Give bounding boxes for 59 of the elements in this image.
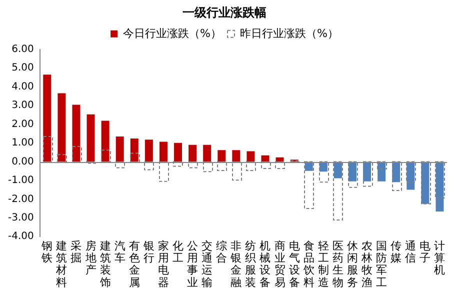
bar bbox=[144, 140, 153, 162]
x-tick-label: 家用电器 bbox=[158, 240, 169, 289]
x-tick-label: 有色金属 bbox=[128, 240, 140, 289]
y-tick-label: 0.00 bbox=[12, 156, 34, 168]
chart-title: 一级行业涨跌幅 bbox=[182, 5, 266, 20]
x-tick-label: 食品饮料 bbox=[302, 240, 314, 289]
bar bbox=[58, 93, 66, 162]
x-tick-label: 电子 bbox=[420, 240, 431, 265]
y-tick-label: -4.00 bbox=[8, 231, 34, 242]
bar bbox=[86, 114, 95, 162]
y-tick-label: 3.00 bbox=[12, 100, 34, 112]
x-tick-label: 电气设备 bbox=[288, 240, 300, 289]
x-tick-label: 汽车 bbox=[114, 240, 126, 265]
y-tick-label: -2.00 bbox=[8, 194, 34, 205]
x-tick-label: 银行 bbox=[142, 240, 154, 265]
x-tick-label: 综合 bbox=[216, 240, 228, 265]
y-tick-label: 5.00 bbox=[12, 62, 34, 74]
y-tick-label: -3.00 bbox=[8, 212, 34, 224]
x-tick-label: 医药生物 bbox=[332, 240, 344, 289]
x-tick-label: 公用事业 bbox=[187, 240, 198, 289]
bar bbox=[188, 144, 197, 162]
bar bbox=[159, 142, 168, 162]
bar bbox=[203, 144, 212, 162]
x-tick-label: 传媒 bbox=[390, 240, 402, 265]
y-tick-label: 1.00 bbox=[12, 138, 34, 149]
x-tick-label: 商业贸易 bbox=[274, 240, 286, 289]
x-tick-label: 农林牧渔 bbox=[360, 240, 373, 289]
bar bbox=[72, 104, 80, 162]
bar bbox=[334, 162, 342, 178]
x-tick-label: 机械设备 bbox=[260, 240, 271, 289]
x-tick-label: 非银金融 bbox=[230, 240, 242, 289]
bar bbox=[246, 151, 255, 162]
y-tick-label: 4.00 bbox=[12, 81, 34, 92]
y-tick-label: -1.00 bbox=[8, 175, 34, 186]
x-tick-label: 钢铁 bbox=[40, 240, 53, 265]
x-tick-label: 化工 bbox=[172, 240, 184, 265]
bar bbox=[116, 136, 124, 162]
x-tick-label: 房地产 bbox=[84, 240, 96, 277]
y-tick-label: 2.00 bbox=[12, 118, 34, 130]
x-tick-label: 国防军工 bbox=[376, 240, 388, 289]
y-tick-label: 6.00 bbox=[12, 44, 34, 55]
x-tick-label: 轻工制造 bbox=[318, 240, 329, 289]
bar bbox=[130, 138, 138, 162]
x-tick-label: 建筑装饰 bbox=[98, 240, 111, 289]
legend-label: 今日行业涨跌（%） bbox=[123, 26, 222, 40]
bar bbox=[43, 74, 52, 162]
x-tick-label: 交通运输 bbox=[202, 240, 213, 289]
x-tick-label: 休闲服务 bbox=[346, 240, 358, 289]
x-tick-label: 计算机 bbox=[434, 240, 446, 277]
x-tick-label: 通信 bbox=[405, 240, 416, 265]
bar bbox=[101, 120, 110, 162]
x-tick-label: 纺织服装 bbox=[245, 240, 256, 289]
x-tick-label: 建筑材料 bbox=[55, 240, 68, 289]
bar bbox=[218, 150, 226, 162]
bar bbox=[174, 142, 182, 162]
bar bbox=[436, 162, 444, 212]
legend-label: 昨日行业涨跌（%） bbox=[240, 26, 338, 40]
x-tick-label: 采掘 bbox=[70, 240, 82, 265]
bar bbox=[232, 150, 240, 162]
